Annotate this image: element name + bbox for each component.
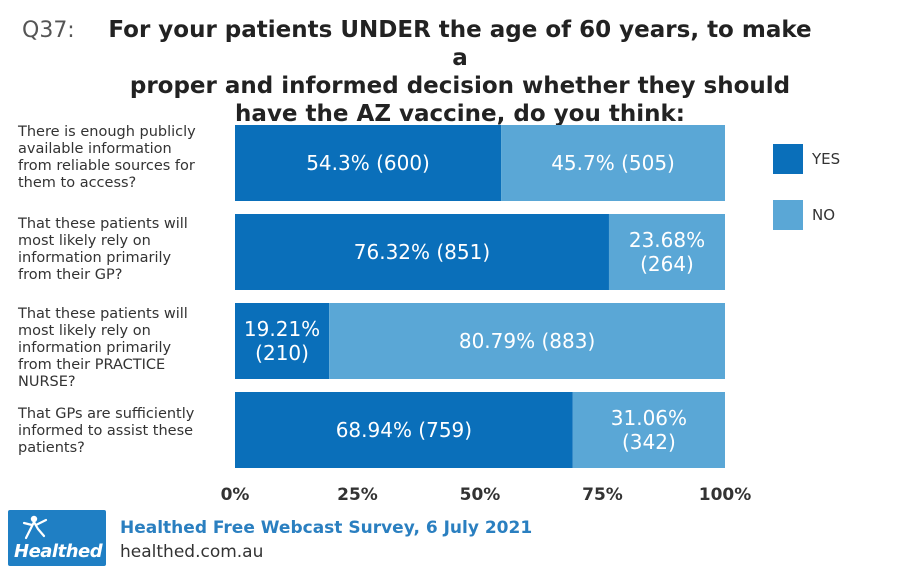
category-label-line: from their PRACTICE: [18, 357, 166, 373]
data-label: 31.06%: [611, 406, 687, 430]
category-label: That these patients will most likely rely…: [18, 306, 223, 391]
category-label-line: NURSE?: [18, 374, 76, 390]
legend-swatch-no: [773, 200, 803, 230]
category-label-line: That GPs are sufficiently: [18, 406, 195, 422]
legend-swatch-yes: [773, 144, 803, 174]
data-label: 19.21%: [244, 317, 320, 341]
data-label: 80.79% (883): [459, 329, 595, 353]
category-label-line: informed to assist these: [18, 423, 194, 439]
hermes-figure-icon: [22, 515, 48, 540]
category-label: That these patients will most likely rely…: [18, 216, 223, 284]
title-line: have the AZ vaccine, do you think:: [235, 101, 685, 127]
bar-segment-no: [608, 214, 725, 290]
data-label: 68.94% (759): [336, 418, 472, 442]
legend-label: YES: [811, 150, 840, 168]
website-link[interactable]: healthed.com.au: [120, 542, 264, 562]
chart-title: For your patients UNDER the age of 60 ye…: [100, 16, 820, 128]
bar-segment-yes: [235, 125, 502, 201]
title-line: For your patients UNDER the age of 60 ye…: [108, 17, 812, 71]
category-label-line: That these patients will: [18, 216, 188, 232]
category-label: There is enough publicly available inform…: [18, 124, 223, 192]
x-tick-label: 100%: [699, 485, 752, 505]
bar-segment-no: [572, 392, 725, 468]
bar-segment-yes: [235, 214, 609, 290]
category-label-line: available information: [18, 141, 172, 157]
category-label-line: information primarily: [18, 250, 172, 266]
category-label-line: That these patients will: [18, 306, 188, 322]
data-label: (210): [255, 341, 309, 365]
x-tick-label: 0%: [221, 485, 250, 505]
logo-text: Healthed: [14, 541, 103, 562]
question-number: Q37:: [22, 18, 75, 43]
data-label: 54.3% (600): [306, 151, 430, 175]
data-label: 23.68%: [629, 228, 705, 252]
category-label-line: from reliable sources for: [18, 158, 195, 174]
survey-caption: Healthed Free Webcast Survey, 6 July 202…: [120, 518, 533, 538]
bar-segment-no: [501, 125, 725, 201]
category-label-line: them to access?: [18, 175, 137, 191]
x-tick-label: 75%: [582, 485, 623, 505]
x-tick-label: 25%: [337, 485, 378, 505]
bar-segment-no: [329, 303, 725, 379]
bar-segment-yes: [235, 392, 573, 468]
category-label: That GPs are sufficiently informed to ass…: [18, 406, 223, 457]
data-label: 45.7% (505): [551, 151, 675, 175]
category-label-line: information primarily: [18, 340, 172, 356]
healthed-logo: Healthed: [8, 510, 106, 566]
category-label-line: patients?: [18, 440, 85, 456]
data-label: (264): [640, 252, 694, 276]
category-label-line: There is enough publicly: [18, 124, 196, 140]
category-label-line: from their GP?: [18, 267, 123, 283]
legend-label: NO: [812, 206, 835, 224]
category-label-line: most likely rely on: [18, 323, 151, 339]
category-label-line: most likely rely on: [18, 233, 151, 249]
bar-segment-yes: [235, 303, 330, 379]
x-tick-label: 50%: [460, 485, 501, 505]
stacked-bar-chart: 54.3% (600) 45.7% (505) 76.32% (851) 23.68%…: [221, 125, 840, 505]
data-label: (342): [622, 430, 676, 454]
data-label: 76.32% (851): [354, 240, 490, 264]
title-line: proper and informed decision whether the…: [129, 73, 791, 99]
